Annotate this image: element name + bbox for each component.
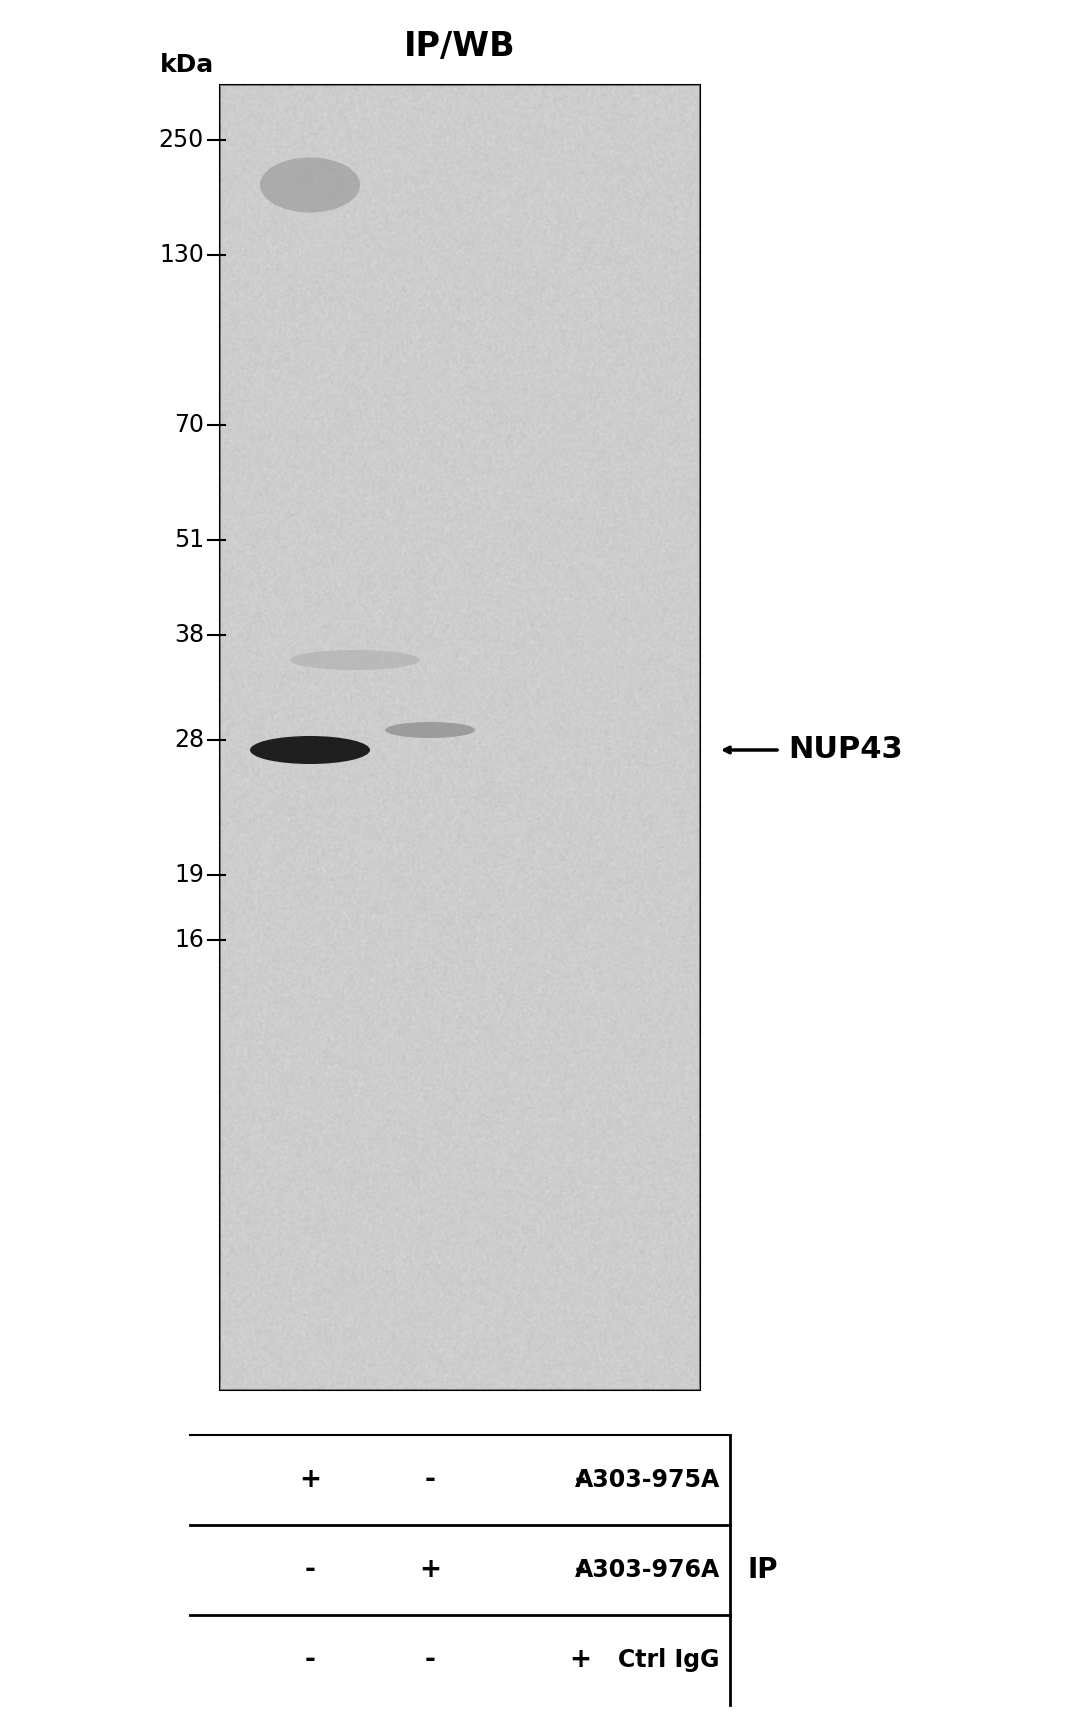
Text: +: +	[569, 1647, 591, 1673]
Ellipse shape	[260, 157, 360, 213]
Text: 70: 70	[174, 413, 204, 437]
Text: Ctrl IgG: Ctrl IgG	[619, 1649, 720, 1673]
Text: -: -	[424, 1647, 435, 1673]
Text: 19: 19	[174, 862, 204, 886]
Text: 250: 250	[159, 128, 204, 152]
Text: -: -	[305, 1647, 315, 1673]
Ellipse shape	[384, 722, 475, 738]
Text: IP: IP	[748, 1555, 779, 1585]
Text: kDa: kDa	[160, 54, 214, 78]
Text: +: +	[419, 1557, 441, 1583]
Text: NUP43: NUP43	[788, 736, 903, 764]
Text: A303-975A: A303-975A	[575, 1469, 720, 1491]
Ellipse shape	[291, 650, 420, 670]
Text: 51: 51	[174, 529, 204, 551]
Text: -: -	[575, 1467, 585, 1493]
Bar	[220, 85, 700, 1389]
Text: IP/WB: IP/WB	[404, 29, 516, 62]
Text: +: +	[299, 1467, 321, 1493]
Text: 28: 28	[174, 727, 204, 752]
Text: A303-976A: A303-976A	[575, 1559, 720, 1583]
Text: -: -	[424, 1467, 435, 1493]
Text: 38: 38	[174, 624, 204, 646]
Text: 130: 130	[159, 244, 204, 268]
Text: 16: 16	[174, 928, 204, 952]
Ellipse shape	[249, 736, 370, 764]
Text: -: -	[575, 1557, 585, 1583]
Text: -: -	[305, 1557, 315, 1583]
